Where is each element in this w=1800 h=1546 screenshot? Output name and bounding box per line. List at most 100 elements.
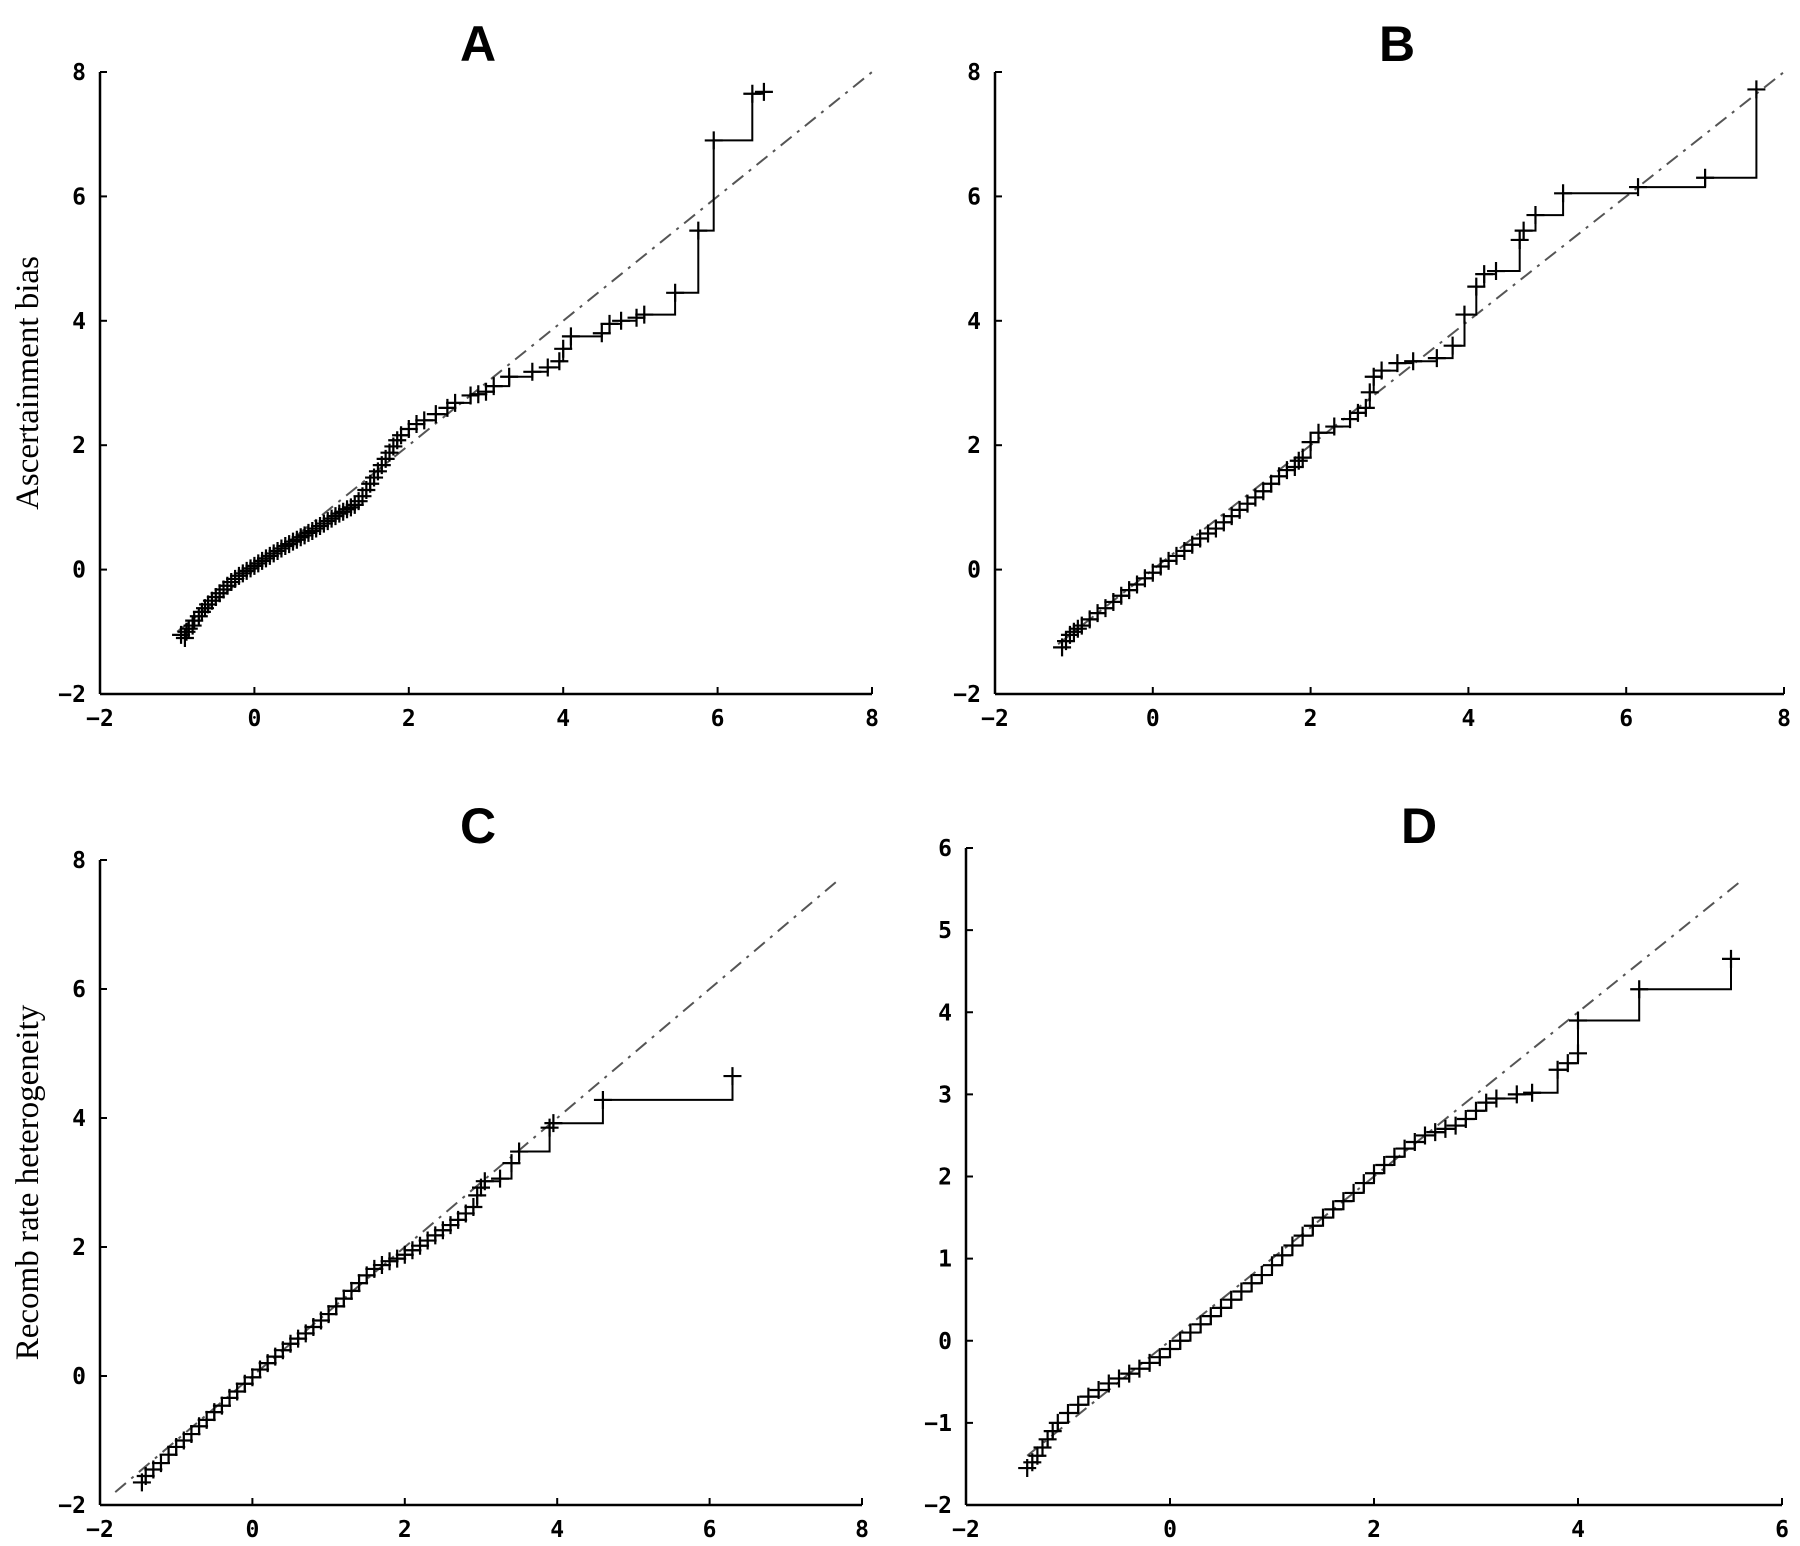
data-point	[1569, 1011, 1587, 1030]
data-point	[342, 1281, 361, 1300]
data-point	[1487, 262, 1506, 281]
data-point	[502, 1154, 521, 1173]
data-point	[1293, 1226, 1312, 1245]
data-point	[469, 385, 488, 404]
data-point	[1475, 265, 1494, 284]
data-point	[592, 324, 611, 343]
y-tick-label: 0	[72, 1364, 86, 1390]
data-point	[1079, 1387, 1098, 1406]
data-point	[199, 595, 218, 614]
x-tick-label: 0	[1163, 1517, 1177, 1543]
x-tick-label: 8	[855, 1517, 869, 1543]
data-point	[245, 556, 264, 575]
data-point	[1277, 461, 1296, 480]
data-point	[326, 507, 345, 526]
data-point	[1372, 361, 1391, 380]
data-point	[1446, 1116, 1465, 1135]
data-point	[723, 1067, 742, 1086]
data-point	[411, 1236, 430, 1255]
data-point	[1354, 1174, 1373, 1193]
reference-line	[1057, 71, 1785, 646]
data-point	[1289, 451, 1308, 470]
data-point	[1344, 1183, 1363, 1202]
data-point	[1263, 1256, 1281, 1275]
data-point	[1167, 546, 1186, 565]
data-point	[284, 532, 302, 551]
data-point	[1130, 1359, 1149, 1378]
data-point	[185, 611, 204, 630]
data-point	[1334, 1192, 1353, 1211]
x-tick-label: 4	[550, 1517, 564, 1543]
y-tick-label: 2	[967, 433, 981, 459]
data-point	[635, 305, 654, 324]
data-point	[1150, 1348, 1169, 1367]
x-tick-label: 2	[398, 1517, 412, 1543]
data-point	[446, 393, 465, 412]
y-tick-label: 4	[967, 309, 981, 335]
data-point	[1252, 1266, 1271, 1285]
data-point	[627, 308, 646, 327]
data-point	[1416, 1126, 1434, 1145]
data-point	[1043, 1422, 1062, 1441]
x-tick-label: 0	[247, 706, 261, 732]
data-point	[291, 528, 310, 547]
data-point	[1201, 1307, 1220, 1326]
data-point	[260, 546, 279, 565]
data-point	[1487, 1089, 1506, 1108]
data-point	[1161, 1339, 1179, 1358]
data-point	[1455, 305, 1474, 324]
data-point	[1273, 1246, 1292, 1265]
data-point	[743, 84, 762, 103]
x-tick-label: −2	[86, 706, 114, 732]
data-point	[334, 1289, 353, 1308]
data-point	[1356, 398, 1375, 417]
data-point	[202, 591, 221, 610]
data-point	[464, 1198, 483, 1217]
y-tick-label: 3	[938, 1082, 952, 1108]
y-tick-label: 5	[938, 918, 952, 944]
data-point	[280, 535, 299, 554]
data-point	[241, 559, 260, 578]
x-tick-label: 6	[1775, 1517, 1789, 1543]
data-point	[426, 1226, 445, 1245]
panel-letter: C	[460, 798, 496, 854]
x-tick-label: −2	[86, 1517, 114, 1543]
reference-line	[176, 71, 873, 633]
y-tick-label: 0	[72, 558, 86, 584]
data-point	[1325, 417, 1344, 436]
data-point	[1181, 1323, 1200, 1342]
data-point	[249, 554, 268, 573]
data-point	[350, 1274, 369, 1293]
data-point	[1171, 1331, 1190, 1350]
data-point	[228, 1382, 247, 1401]
panel-a: A Ascertainment bias −2 0 2 4 6 8 −2 0 2 4 6 8	[10, 16, 879, 732]
data-point	[1443, 336, 1462, 355]
data-point	[1309, 423, 1328, 442]
data-point	[1222, 1290, 1241, 1309]
data-point	[1467, 277, 1486, 296]
data-point	[1242, 1274, 1261, 1293]
data-point	[561, 327, 580, 346]
data-point	[314, 514, 333, 533]
y-tick-label: −2	[953, 682, 981, 708]
data-point	[468, 1186, 487, 1205]
data-point	[319, 1305, 338, 1324]
data-point	[1467, 1101, 1485, 1120]
data-point	[1405, 1133, 1424, 1152]
data-point	[1696, 168, 1715, 187]
data-point	[1477, 1093, 1496, 1112]
y-tick-label: 8	[72, 848, 86, 874]
data-point	[550, 352, 569, 371]
data-point	[299, 523, 318, 542]
data-point	[403, 1241, 422, 1260]
data-point	[426, 405, 445, 424]
data-point	[182, 1425, 201, 1444]
data-point	[1523, 1083, 1542, 1102]
data-point	[1404, 352, 1423, 371]
y-tick-label: 6	[938, 836, 952, 862]
data-point	[544, 1114, 563, 1133]
y-tick-label: 4	[72, 1106, 86, 1132]
data-point	[388, 1249, 407, 1268]
data-point	[1514, 221, 1533, 240]
data-point	[461, 386, 480, 405]
